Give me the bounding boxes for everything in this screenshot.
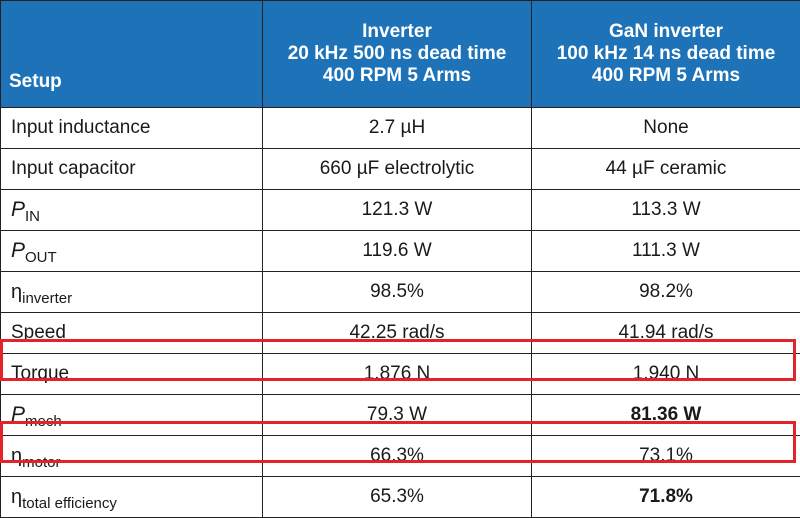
label-symbol: P: [11, 403, 25, 426]
row-label: Input inductance: [1, 108, 263, 149]
header-gan-freq: 100 kHz 14 ns dead time: [532, 43, 800, 65]
row-value-gan: 1.940 N: [532, 354, 800, 395]
label-symbol: η: [11, 281, 22, 303]
row-value-gan: 111.3 W: [532, 231, 800, 272]
row-label: POUT: [1, 231, 263, 272]
header-gan-title: GaN inverter: [532, 21, 800, 43]
row-value-inverter: 98.5%: [263, 272, 532, 313]
row-value-gan: 98.2%: [532, 272, 800, 313]
table-row: POUT 119.6 W 111.3 W: [1, 231, 800, 272]
header-setup: Setup: [1, 1, 263, 108]
row-value-inverter: 79.3 W: [263, 395, 532, 436]
row-value-inverter: 660 µF electrolytic: [263, 149, 532, 190]
label-symbol: η: [11, 486, 22, 508]
row-value-gan: 81.36 W: [532, 395, 800, 436]
label-subscript: motor: [22, 454, 60, 471]
row-label: ηtotal efficiency: [1, 477, 263, 518]
row-value-gan: 113.3 W: [532, 190, 800, 231]
row-value-inverter: 66.3%: [263, 436, 532, 477]
row-value-gan: 41.94 rad/s: [532, 313, 800, 354]
row-value-gan: 44 µF ceramic: [532, 149, 800, 190]
row-label: ηmotor: [1, 436, 263, 477]
label-subscript: inverter: [22, 290, 72, 307]
row-value-inverter: 42.25 rad/s: [263, 313, 532, 354]
table-row: ηmotor 66.3% 73.1%: [1, 436, 800, 477]
row-value-gan: 71.8%: [532, 477, 800, 518]
table-row: Input inductance 2.7 µH None: [1, 108, 800, 149]
label-symbol: η: [11, 445, 22, 467]
label-subscript: total efficiency: [22, 495, 117, 512]
label-subscript: mech: [25, 413, 62, 430]
table-row: Speed 42.25 rad/s 41.94 rad/s: [1, 313, 800, 354]
header-inverter-title: Inverter: [263, 21, 531, 43]
table-row: Torque 1.876 N 1.940 N: [1, 354, 800, 395]
row-value-inverter: 119.6 W: [263, 231, 532, 272]
row-value-gan: None: [532, 108, 800, 149]
header-row: Setup Inverter 20 kHz 500 ns dead time 4…: [1, 1, 800, 108]
row-label: ηinverter: [1, 272, 263, 313]
row-value-inverter: 65.3%: [263, 477, 532, 518]
header-inverter-rpm: 400 RPM 5 Arms: [263, 65, 531, 87]
table-row: ηinverter 98.5% 98.2%: [1, 272, 800, 313]
header-inverter: Inverter 20 kHz 500 ns dead time 400 RPM…: [263, 1, 532, 108]
row-value-inverter: 121.3 W: [263, 190, 532, 231]
table-row: Input capacitor 660 µF electrolytic 44 µ…: [1, 149, 800, 190]
row-value-inverter: 2.7 µH: [263, 108, 532, 149]
row-label: Input capacitor: [1, 149, 263, 190]
label-symbol: P: [11, 239, 25, 262]
row-value-gan: 73.1%: [532, 436, 800, 477]
row-label: Torque: [1, 354, 263, 395]
label-symbol: P: [11, 198, 25, 221]
row-value-inverter: 1.876 N: [263, 354, 532, 395]
row-label: PIN: [1, 190, 263, 231]
label-subscript: IN: [25, 208, 40, 225]
table-row: ηtotal efficiency 65.3% 71.8%: [1, 477, 800, 518]
table-row: Pmech 79.3 W 81.36 W: [1, 395, 800, 436]
label-subscript: OUT: [25, 249, 57, 266]
row-label: Pmech: [1, 395, 263, 436]
table-row: PIN 121.3 W 113.3 W: [1, 190, 800, 231]
row-label: Speed: [1, 313, 263, 354]
header-gan-inverter: GaN inverter 100 kHz 14 ns dead time 400…: [532, 1, 800, 108]
header-gan-rpm: 400 RPM 5 Arms: [532, 65, 800, 87]
header-inverter-freq: 20 kHz 500 ns dead time: [263, 43, 531, 65]
